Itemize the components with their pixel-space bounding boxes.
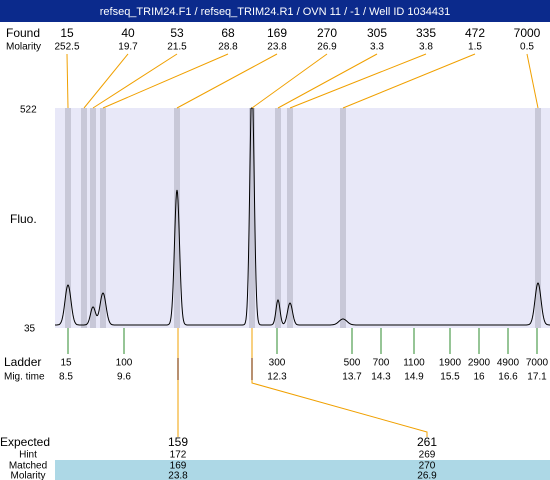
ladder-size: 500 [344, 358, 361, 369]
leader-line [92, 53, 178, 109]
y-axis-label: Fluo. [10, 212, 37, 226]
hint: 172 [170, 450, 187, 461]
leader-line [83, 53, 129, 109]
leader-line [66, 53, 69, 109]
plot-area [55, 108, 550, 328]
peak-band [535, 108, 541, 328]
found-size: 53 [170, 26, 184, 40]
ladder-size: 1900 [439, 358, 462, 369]
found-molarity: 28.8 [218, 42, 238, 53]
found-size: 169 [267, 26, 287, 40]
peak-band [90, 108, 96, 328]
peak-band [287, 108, 293, 328]
molarity-label: Molarity [6, 42, 41, 53]
found-molarity: 23.8 [267, 42, 287, 53]
found-molarity: 26.9 [317, 42, 337, 53]
found-molarity: 3.8 [419, 42, 433, 53]
mig-time: 15.5 [440, 372, 460, 383]
peak-band [65, 108, 71, 328]
found-molarity: 19.7 [118, 42, 138, 53]
expected-molarity: 23.8 [168, 471, 188, 480]
leader-line [289, 53, 427, 109]
ladder-size: 700 [373, 358, 390, 369]
expected-link [251, 328, 428, 437]
mig-time: 9.6 [117, 372, 131, 383]
hint: 269 [419, 450, 436, 461]
ladder-size: 100 [116, 358, 133, 369]
found-size: 335 [416, 26, 436, 40]
title: refseq_TRIM24.F1 / refseq_TRIM24.R1 / OV… [100, 6, 451, 18]
found-size: 472 [465, 26, 485, 40]
mig-time: 14.3 [371, 372, 391, 383]
ladder-size: 300 [269, 358, 286, 369]
mig-time-label: Mig. time [4, 372, 45, 383]
found-molarity: 1.5 [468, 42, 482, 53]
leader-line [102, 53, 229, 109]
ladder-size: 4900 [497, 358, 520, 369]
found-size: 68 [221, 26, 235, 40]
expected-molarity-label: Molarity [10, 471, 45, 480]
ladder-label: Ladder [4, 355, 41, 369]
matched: 270 [419, 461, 436, 472]
peak-band [81, 108, 87, 328]
leader-line [251, 53, 328, 109]
found-size: 40 [121, 26, 135, 40]
matched: 169 [170, 461, 187, 472]
ladder-size: 2900 [468, 358, 491, 369]
y-bottom-label: 35 [24, 324, 36, 335]
found-molarity: 252.5 [54, 42, 79, 53]
expected-label: Expected [0, 435, 50, 449]
found-size: 305 [367, 26, 387, 40]
found-molarity: 21.5 [167, 42, 187, 53]
expected-size: 159 [168, 435, 188, 449]
found-size: 7000 [514, 26, 541, 40]
leader-line [277, 53, 378, 109]
expected-molarity: 26.9 [417, 471, 437, 480]
peak-band [249, 108, 255, 328]
mig-time: 8.5 [59, 372, 73, 383]
mig-time: 16.6 [498, 372, 518, 383]
peak-band [174, 108, 180, 328]
ladder-size: 7000 [526, 358, 549, 369]
mig-time: 17.1 [527, 372, 547, 383]
found-size: 15 [60, 26, 74, 40]
leader-line [176, 53, 278, 109]
mig-time: 14.9 [404, 372, 424, 383]
matched-band [55, 460, 550, 480]
mig-time: 12.3 [267, 372, 287, 383]
peak-band [340, 108, 346, 328]
y-top-label: 522 [20, 105, 37, 116]
found-molarity: 3.3 [370, 42, 384, 53]
found-molarity: 0.5 [520, 42, 534, 53]
expected-size: 261 [417, 435, 437, 449]
found-label: Found [6, 26, 40, 40]
peak-band [275, 108, 281, 328]
trace [55, 107, 550, 326]
mig-time: 13.7 [342, 372, 362, 383]
mig-time: 16 [473, 372, 485, 383]
found-size: 270 [317, 26, 337, 40]
ladder-size: 15 [60, 358, 72, 369]
matched-label: Matched [9, 461, 47, 472]
title-bar [0, 0, 550, 22]
hint-label: Hint [19, 450, 37, 461]
peak-band [100, 108, 106, 328]
leader-line [526, 53, 539, 109]
ladder-size: 1100 [403, 358, 425, 369]
leader-line [342, 53, 476, 109]
